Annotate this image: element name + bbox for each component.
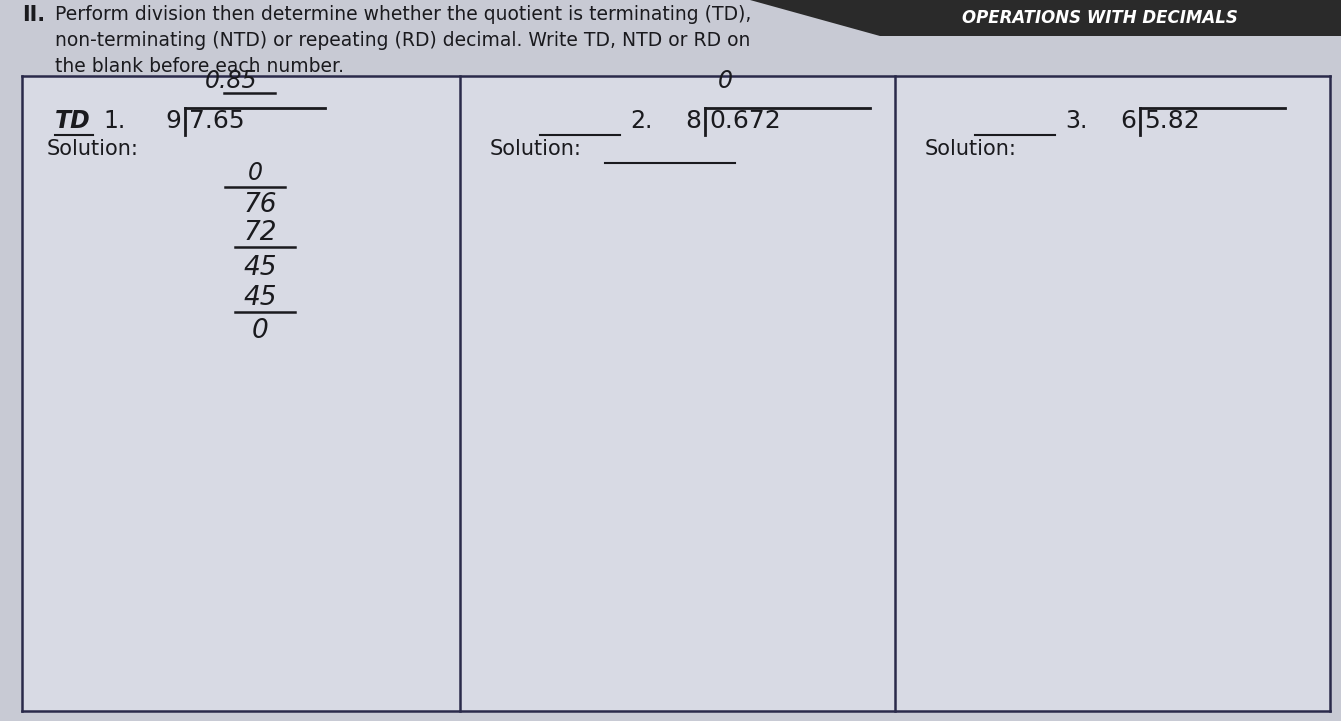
Text: 5.82: 5.82 (1144, 109, 1200, 133)
Text: 72: 72 (243, 220, 276, 246)
Bar (21, 76, 460, 711)
Text: 0.672: 0.672 (709, 109, 780, 133)
Text: 0: 0 (248, 161, 263, 185)
Text: Solution:: Solution: (489, 139, 582, 159)
Text: Perform division then determine whether the quotient is terminating (TD),: Perform division then determine whether … (55, 5, 751, 24)
Text: 6: 6 (1120, 109, 1136, 133)
Text: 45: 45 (243, 285, 276, 311)
Text: 2.: 2. (630, 109, 652, 133)
Text: OPERATIONS WITH DECIMALS: OPERATIONS WITH DECIMALS (961, 9, 1238, 27)
Bar (460, 76, 894, 711)
Text: Solution:: Solution: (47, 139, 139, 159)
Text: 45: 45 (243, 255, 276, 281)
Text: TD: TD (55, 109, 91, 133)
Text: the blank before each number.: the blank before each number. (55, 57, 345, 76)
Text: 0: 0 (717, 69, 732, 93)
Text: non-terminating (NTD) or repeating (RD) decimal. Write TD, NTD or RD on: non-terminating (NTD) or repeating (RD) … (55, 31, 751, 50)
Text: 0: 0 (252, 318, 268, 344)
Text: 0.85: 0.85 (205, 69, 257, 93)
Text: 76: 76 (243, 192, 276, 218)
Text: 8: 8 (685, 109, 701, 133)
Bar (894, 76, 1330, 711)
Text: 7.65: 7.65 (189, 109, 244, 133)
Text: 9: 9 (165, 109, 181, 133)
Text: 1.: 1. (103, 109, 125, 133)
Text: Solution:: Solution: (925, 139, 1016, 159)
Text: II.: II. (21, 5, 46, 25)
Text: 3.: 3. (1065, 109, 1088, 133)
Polygon shape (750, 0, 1341, 36)
